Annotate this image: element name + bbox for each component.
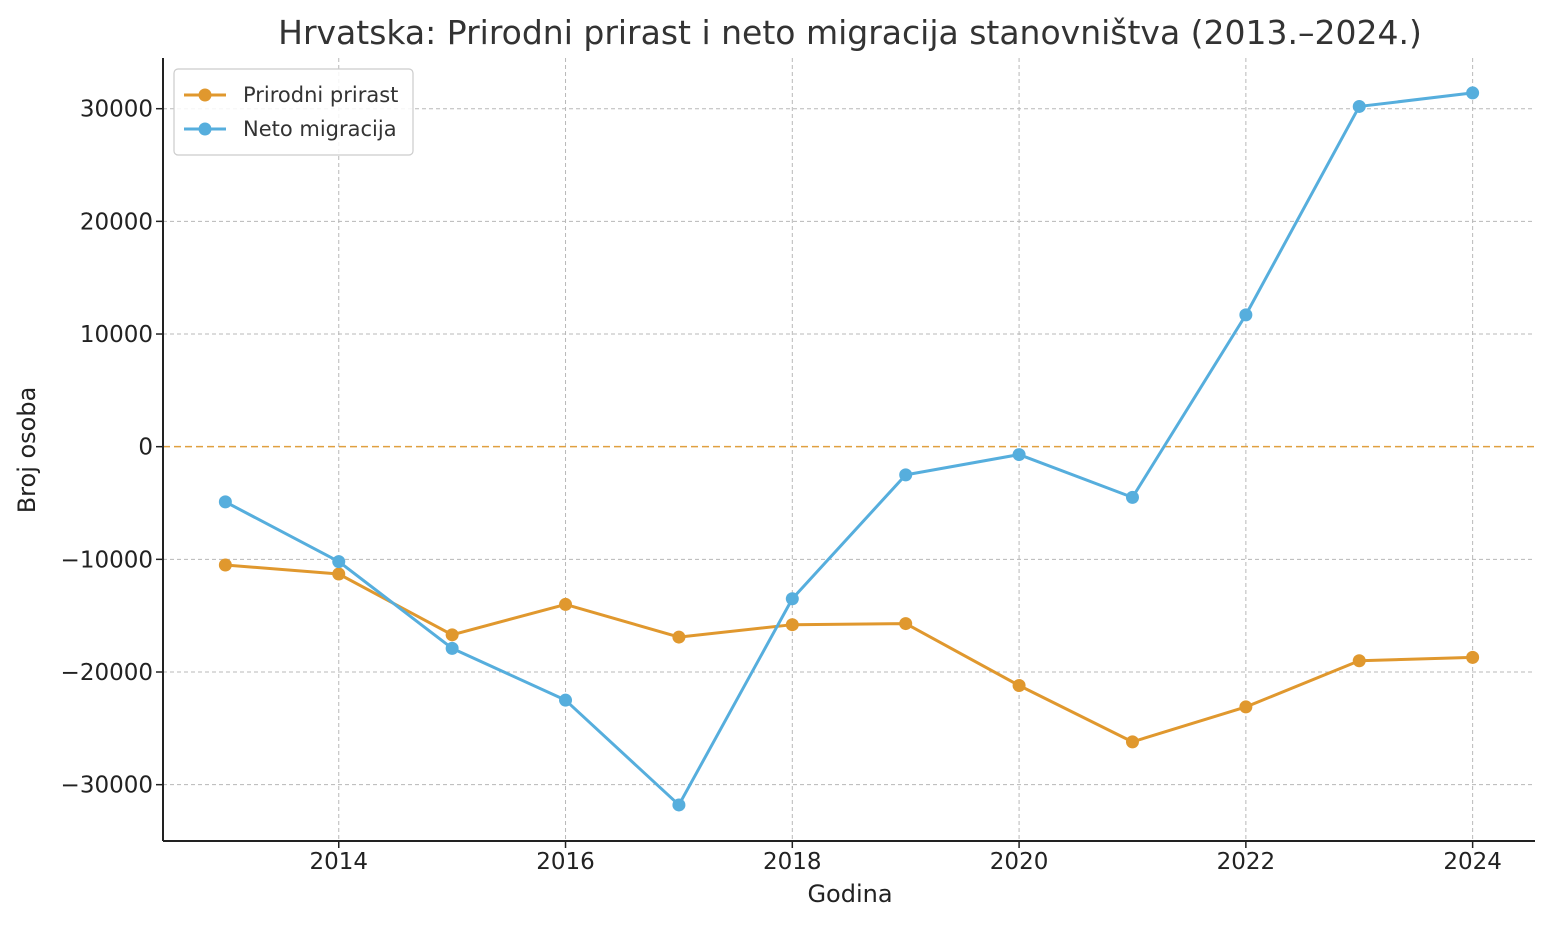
tick-labels: 2014 2016 2018 2020 2022 2024 −30000 −20000 −100… xyxy=(61,97,1502,875)
x-tick-label: 2016 xyxy=(536,849,595,875)
data-point-prirodni-prirast xyxy=(218,558,232,572)
y-tick-label: −20000 xyxy=(61,660,153,686)
data-point-prirodni-prirast xyxy=(899,617,913,631)
data-point-prirodni-prirast xyxy=(1125,735,1139,749)
legend-label: Neto migracija xyxy=(243,117,397,141)
data-point-neto-migracija xyxy=(332,555,346,569)
series-line-prirodni-prirast xyxy=(225,563,1473,744)
x-tick-label: 2022 xyxy=(1217,849,1276,875)
x-tick-label: 2014 xyxy=(309,849,368,875)
data-point-neto-migracija xyxy=(785,592,799,606)
data-point-neto-migracija xyxy=(1239,308,1253,322)
data-point-prirodni-prirast xyxy=(1352,654,1366,668)
data-point-neto-migracija xyxy=(1012,448,1026,462)
data-point-neto-migracija xyxy=(672,798,686,812)
x-tick-label: 2020 xyxy=(990,849,1049,875)
data-point-prirodni-prirast xyxy=(1466,650,1480,664)
y-tick-label: 10000 xyxy=(80,322,153,348)
x-axis-label: Godina xyxy=(807,880,892,908)
legend: Prirodni prirast Neto migracija xyxy=(173,68,414,156)
legend-box xyxy=(173,68,414,156)
axes xyxy=(156,58,1535,848)
y-tick-label: 20000 xyxy=(80,209,153,235)
data-point-prirodni-prirast xyxy=(332,567,346,581)
y-tick-label: 0 xyxy=(138,435,153,461)
data-point-neto-migracija xyxy=(218,495,232,509)
data-point-prirodni-prirast xyxy=(1012,679,1026,693)
legend-marker xyxy=(198,88,212,102)
x-tick-label: 2018 xyxy=(763,849,822,875)
chart-title: Hrvatska: Prirodni prirast i neto migrac… xyxy=(278,13,1422,52)
y-axis-label: Broj osoba xyxy=(13,387,41,514)
series-line-neto-migracija xyxy=(224,91,1473,807)
data-point-prirodni-prirast xyxy=(559,597,573,611)
legend-marker xyxy=(198,122,212,136)
data-point-neto-migracija xyxy=(899,468,913,482)
data-point-prirodni-prirast xyxy=(445,628,459,642)
series-layer xyxy=(218,86,1480,812)
data-point-neto-migracija xyxy=(1352,99,1366,113)
y-tick-label: −10000 xyxy=(61,547,153,573)
data-point-neto-migracija xyxy=(1466,86,1480,100)
legend-label: Prirodni prirast xyxy=(243,83,398,107)
data-point-neto-migracija xyxy=(1125,490,1139,504)
data-point-neto-migracija xyxy=(445,641,459,655)
data-point-neto-migracija xyxy=(559,693,573,707)
y-tick-label: 30000 xyxy=(80,97,153,123)
x-tick-label: 2024 xyxy=(1443,849,1502,875)
data-point-prirodni-prirast xyxy=(1239,700,1253,714)
data-point-prirodni-prirast xyxy=(672,630,686,644)
data-point-prirodni-prirast xyxy=(785,618,799,632)
gridlines xyxy=(163,58,1535,841)
y-tick-label: −30000 xyxy=(61,773,153,799)
